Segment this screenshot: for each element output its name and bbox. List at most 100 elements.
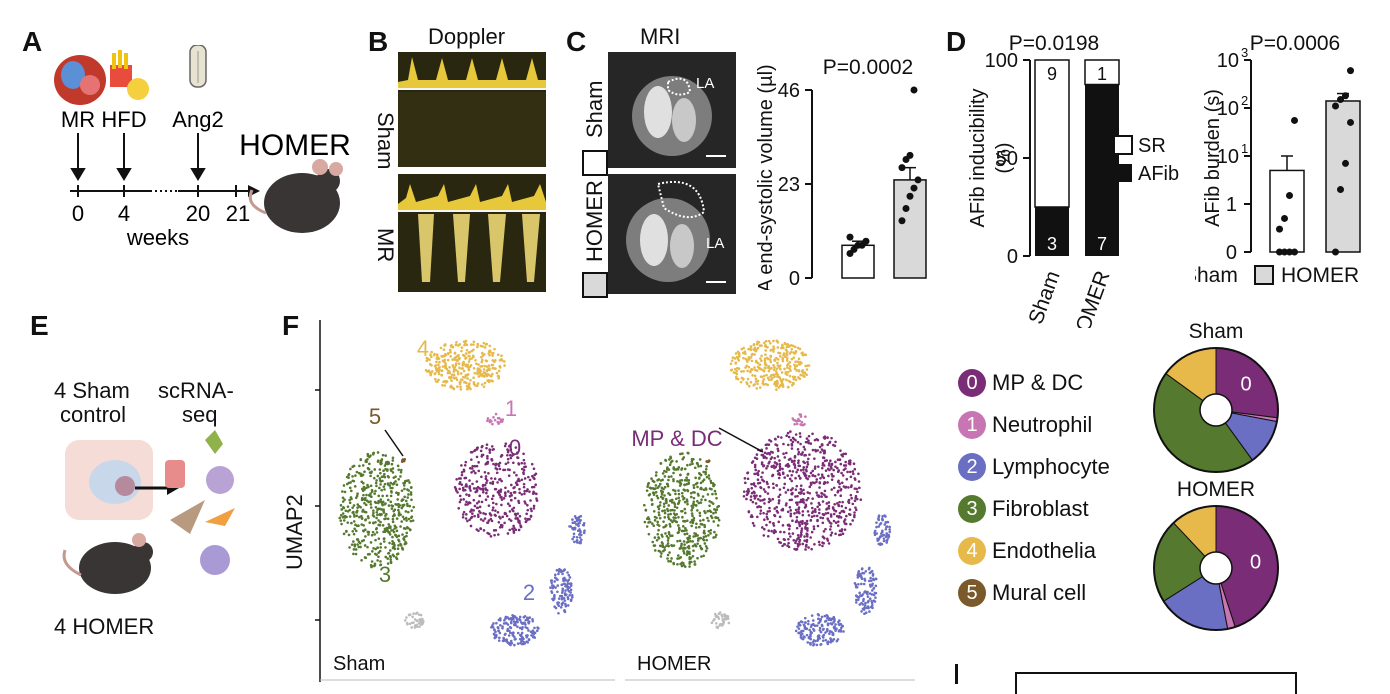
cell-dot	[434, 366, 438, 370]
cell-dot	[811, 469, 815, 473]
cell-dot	[708, 504, 711, 508]
cell-dot	[467, 494, 471, 498]
cluster-2-lymphocyte-b	[853, 566, 878, 616]
cell-dot	[679, 473, 682, 477]
cell-dot	[364, 510, 368, 514]
cell-dot	[497, 376, 500, 380]
cell-dot	[579, 541, 582, 545]
cell-dot	[787, 532, 791, 535]
cell-dot	[792, 462, 796, 466]
cell-dot	[762, 511, 765, 515]
cell-dot	[493, 367, 496, 370]
cell-dot	[797, 357, 801, 361]
cell-dot	[776, 447, 780, 451]
cell-dot	[802, 498, 805, 502]
cell-dot	[824, 638, 828, 642]
cell-dot	[397, 468, 401, 472]
cell-dot	[683, 478, 687, 482]
mural-pointer	[384, 429, 404, 457]
cell-dot	[341, 500, 345, 503]
cell-dot	[475, 487, 478, 490]
cell-dot	[487, 472, 490, 475]
cell-dot	[773, 466, 776, 470]
cell-dot	[437, 378, 440, 382]
cell-dot	[763, 357, 767, 360]
cell-dot	[802, 623, 806, 627]
cell-dot	[458, 342, 462, 346]
cell-dot	[730, 359, 734, 362]
cell-dot	[796, 440, 800, 444]
cell-dot	[369, 484, 373, 488]
cell-dot	[491, 354, 494, 357]
cell-dot	[783, 476, 786, 479]
cell-dot	[516, 631, 520, 635]
cell-dot	[767, 451, 771, 455]
cell-dot	[685, 541, 689, 544]
cell-dot	[480, 383, 484, 386]
panel-f-label: F	[282, 310, 300, 341]
cell-dot	[777, 472, 780, 476]
cell-dot	[508, 517, 511, 521]
cell-dot	[500, 503, 503, 507]
cell-dot	[357, 545, 361, 549]
cell-dot	[694, 482, 698, 486]
cell-dot	[869, 576, 872, 580]
cell-dot	[371, 550, 374, 553]
cell-dot	[563, 599, 567, 602]
cell-dot	[794, 508, 798, 512]
cell-dot	[379, 500, 382, 503]
cell-dot	[473, 464, 477, 468]
cell-dot	[838, 485, 841, 489]
cell-dot	[658, 544, 662, 548]
cell-dot	[506, 453, 509, 457]
cell-dot	[459, 385, 462, 389]
cell-dot	[483, 346, 487, 349]
cell-dot	[531, 617, 534, 621]
cell-dot	[436, 357, 440, 361]
cell-dot	[838, 529, 842, 533]
cell-dot	[382, 540, 386, 543]
cell-dot	[765, 443, 769, 446]
cell-dot	[452, 370, 456, 373]
cell-dot	[463, 463, 467, 467]
cell-dot	[408, 481, 411, 484]
cell-dot	[797, 506, 801, 509]
cell-dot	[578, 533, 581, 536]
cell-dot	[807, 619, 810, 623]
y-tick-label: 0	[789, 268, 800, 290]
cell-dot	[872, 593, 876, 597]
cell-dot	[499, 618, 502, 622]
cell-dot	[789, 509, 793, 512]
cell-dot	[800, 632, 804, 636]
cell-dot	[494, 359, 497, 362]
cell-dot	[351, 529, 355, 533]
cell-dot	[798, 464, 802, 468]
cell-dot	[364, 460, 368, 463]
cell-dot	[653, 487, 657, 490]
cell-dot	[353, 515, 356, 518]
cell-dot	[819, 450, 822, 454]
cell-dot	[488, 418, 492, 422]
cell-dot	[742, 494, 746, 498]
cell-dot	[462, 369, 466, 373]
cell-dot	[397, 508, 400, 512]
panel-c-label: C	[566, 26, 587, 57]
cell-dot	[481, 444, 484, 448]
cell-dot	[682, 456, 686, 459]
cell-dot	[520, 642, 524, 646]
data-point	[898, 164, 906, 172]
cell-dot	[773, 461, 777, 464]
cell-dot	[781, 359, 785, 363]
cell-dot	[776, 358, 780, 361]
cell-dot	[465, 348, 469, 352]
cell-dot	[696, 542, 699, 545]
cell-dot	[394, 502, 397, 506]
cell-dot	[402, 484, 406, 487]
mri-image-sham: LA	[608, 52, 736, 168]
cell-dot	[466, 365, 470, 369]
cell-dot	[687, 479, 691, 482]
cell-dot	[746, 377, 750, 381]
cell-dot	[495, 371, 499, 375]
cell-dot	[749, 498, 753, 502]
